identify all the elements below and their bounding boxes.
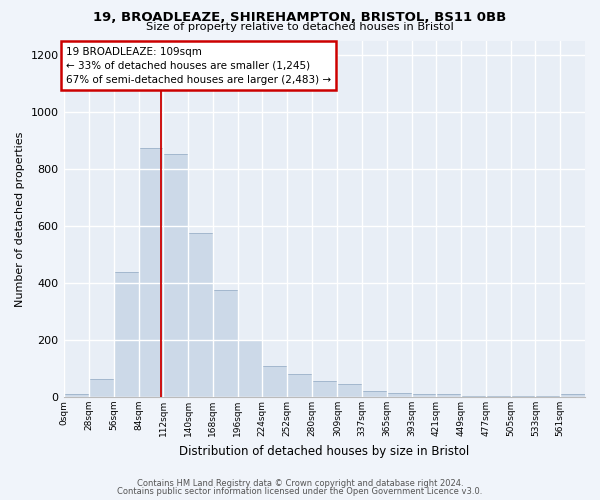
Text: Size of property relative to detached houses in Bristol: Size of property relative to detached ho… [146,22,454,32]
Bar [238,340,262,397]
Bar [262,366,287,397]
Bar [163,154,188,397]
Bar [213,290,238,397]
Text: 19, BROADLEAZE, SHIREHAMPTON, BRISTOL, BS11 0BB: 19, BROADLEAZE, SHIREHAMPTON, BRISTOL, B… [94,11,506,24]
Text: Contains public sector information licensed under the Open Government Licence v3: Contains public sector information licen… [118,487,482,496]
Bar [511,396,535,397]
Bar [337,384,362,397]
Bar [486,396,511,397]
Bar [412,394,436,397]
X-axis label: Distribution of detached houses by size in Bristol: Distribution of detached houses by size … [179,444,470,458]
Bar [64,394,89,397]
Bar [560,394,585,397]
Bar [461,396,486,397]
Text: Contains HM Land Registry data © Crown copyright and database right 2024.: Contains HM Land Registry data © Crown c… [137,478,463,488]
Bar [436,394,461,397]
Bar [89,378,114,397]
Bar [287,374,312,397]
Bar [188,233,213,397]
Bar [114,272,139,397]
Bar [312,382,337,397]
Y-axis label: Number of detached properties: Number of detached properties [15,132,25,306]
Text: 19 BROADLEAZE: 109sqm
← 33% of detached houses are smaller (1,245)
67% of semi-d: 19 BROADLEAZE: 109sqm ← 33% of detached … [66,46,331,84]
Bar [387,392,412,397]
Bar [139,148,163,397]
Bar [362,392,387,397]
Bar [535,396,560,397]
